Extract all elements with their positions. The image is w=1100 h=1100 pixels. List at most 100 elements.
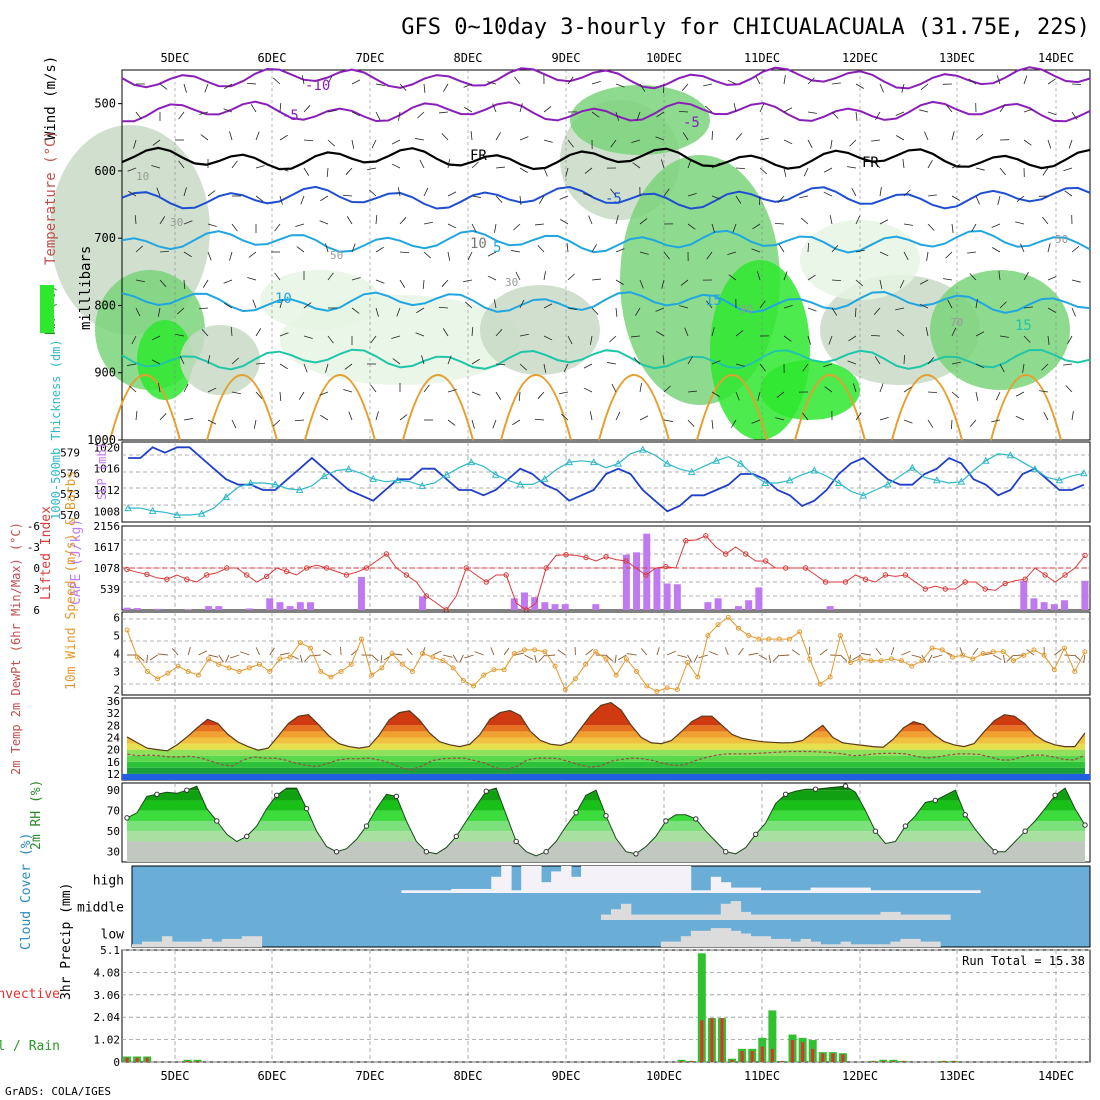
- wind-speed-point: [807, 656, 813, 662]
- upper-wind-barb: [159, 250, 170, 253]
- surface-wind-barb: [819, 649, 828, 656]
- upper-wind-barb: [655, 307, 665, 312]
- bottom-date-label: 5DEC: [161, 1069, 190, 1083]
- cloud-high-bar: [820, 887, 831, 893]
- lifted-index-point: [842, 579, 849, 585]
- upper-wind-barb: [660, 159, 665, 169]
- cape-bar: [622, 554, 630, 610]
- cloud-high-bar: [411, 890, 422, 893]
- upper-wind-barb: [873, 161, 881, 169]
- wind-speed-point: [287, 654, 293, 660]
- upper-wind-barb: [423, 384, 430, 393]
- upper-wind-barb: [775, 417, 785, 421]
- surface-wind-barb: [371, 654, 379, 662]
- upper-wind-barb: [855, 111, 858, 121]
- upper-wind-barb: [273, 77, 281, 85]
- upper-wind-barb: [663, 251, 670, 260]
- upper-wind-barb: [463, 279, 473, 283]
- upper-wind-barb: [902, 159, 905, 169]
- surface-wind-barb: [534, 654, 537, 663]
- cloud-middle-bar: [940, 914, 951, 920]
- upper-wind-barb: [151, 335, 161, 341]
- upper-wind-barb: [560, 219, 569, 225]
- thickness-point: [491, 470, 500, 478]
- top-date-label: 10DEC: [646, 51, 682, 65]
- upper-wind-barb: [757, 391, 761, 401]
- run-total-label: Run Total = 15.38: [962, 954, 1085, 968]
- rh-band: [126, 841, 1086, 862]
- upper-wind-barb: [678, 110, 689, 113]
- upper-wind-barb: [158, 383, 161, 393]
- cloud-high-bar: [940, 890, 951, 893]
- wind-speed-point: [827, 674, 833, 680]
- upper-wind-barb: [346, 216, 353, 225]
- cape-bar: [184, 609, 192, 610]
- precip-convective-bar: [901, 1060, 905, 1062]
- upper-wind-barb: [423, 251, 431, 259]
- upper-wind-barb: [207, 223, 217, 227]
- upper-wind-barb: [803, 167, 809, 177]
- upper-wind-barb: [421, 355, 425, 365]
- cape-bar: [276, 602, 284, 610]
- upper-wind-barb: [901, 83, 905, 93]
- upper-wind-barb: [731, 419, 737, 428]
- upper-wind-barb: [610, 188, 617, 197]
- wind-speed-point: [521, 647, 527, 653]
- upper-wind-barb: [874, 356, 881, 365]
- upper-wind-barb: [855, 279, 864, 287]
- upper-wind-barb: [370, 384, 377, 393]
- surface-wind-barb: [225, 654, 230, 663]
- upper-wind-barb: [519, 299, 525, 309]
- surface-wind-barb: [927, 654, 933, 663]
- upper-wind-barb: [183, 383, 189, 393]
- wind-speed-point: [308, 645, 314, 651]
- upper-wind-barb: [447, 419, 456, 426]
- lifted-index-point: [1082, 552, 1088, 559]
- upper-wind-barb: [255, 131, 260, 141]
- upper-wind-barb: [975, 195, 980, 205]
- cloud-high-bar: [401, 890, 412, 893]
- upper-wind-barb: [273, 419, 281, 427]
- upper-wind-barb: [135, 111, 142, 120]
- cloud-low-bar: [191, 941, 203, 947]
- upper-wind-barb: [367, 167, 377, 171]
- cloud-level-label: middle: [77, 901, 124, 916]
- cape-bar: [296, 602, 304, 610]
- lifted-index-point: [782, 565, 789, 571]
- wind-speed-point: [226, 665, 232, 671]
- upper-wind-barb: [995, 391, 1001, 401]
- upper-wind-barb: [375, 307, 379, 317]
- rh-tick-label: 30: [107, 846, 120, 859]
- upper-wind-barb: [639, 83, 646, 92]
- cape-tick-label: 2156: [94, 520, 121, 533]
- temperature-contour-label: -10: [305, 78, 330, 94]
- upper-wind-barb: [231, 419, 237, 429]
- credit-label: GrADS: COLA/IGES: [5, 1085, 111, 1098]
- wind-speed-point: [1041, 652, 1047, 658]
- upper-wind-barb: [391, 335, 401, 339]
- upper-wind-barb: [975, 134, 984, 141]
- surface-wind-barb: [890, 647, 895, 656]
- upper-wind-barb: [927, 419, 934, 428]
- upper-wind-barb: [735, 330, 744, 337]
- wind-speed-point: [593, 649, 599, 655]
- upper-wind-barb: [879, 187, 882, 197]
- wind-speed-line: [126, 616, 1086, 692]
- rh-point: [633, 851, 639, 857]
- upper-wind-barb: [543, 271, 546, 281]
- upper-wind-barb: [1020, 243, 1025, 253]
- precip-convective-bar: [750, 1051, 754, 1062]
- lifted-index-point: [244, 572, 250, 578]
- surface-wind-barb: [208, 654, 219, 658]
- upper-wind-barb: [327, 272, 334, 281]
- upper-wind-barb: [951, 327, 957, 337]
- wind-speed-point: [134, 654, 140, 660]
- rh-contour-label: 10: [136, 170, 149, 183]
- upper-wind-barb: [879, 416, 889, 421]
- cloud-high-bar: [910, 890, 921, 893]
- wind-speed-point: [1051, 667, 1057, 673]
- rh-field-10: [260, 270, 380, 330]
- upper-wind-barb: [199, 111, 209, 115]
- rh-field-13: [760, 360, 860, 420]
- upper-wind-barb: [639, 415, 649, 421]
